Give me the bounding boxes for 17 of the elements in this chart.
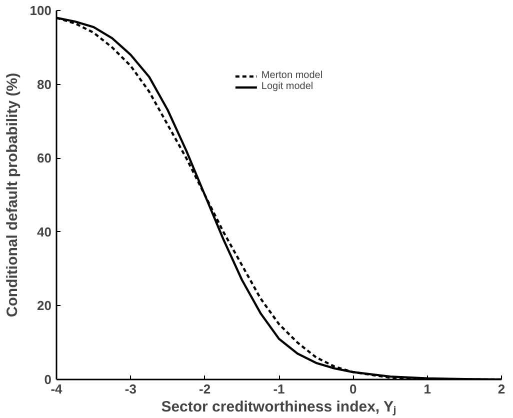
x-tick-label: -3	[124, 382, 136, 396]
y-tick-label: 100	[30, 3, 52, 18]
x-axis-title: Sector creditworthiness index, Yⱼ	[161, 398, 397, 416]
x-tick-label: 0	[350, 382, 357, 396]
x-tick-label: -2	[199, 382, 211, 396]
x-tick-label: 1	[424, 382, 431, 396]
legend-label: Merton model	[261, 70, 323, 81]
y-axis-title: Conditional default probability (%)	[4, 72, 21, 318]
y-tick-label: 80	[37, 76, 52, 92]
x-tick-label: -4	[50, 382, 64, 396]
y-tick-label: 0	[44, 372, 52, 387]
y-tick-label: 40	[37, 224, 52, 240]
y-tick-label: 20	[37, 298, 52, 314]
x-tick-label: -1	[273, 382, 285, 396]
x-tick-label: 2	[498, 382, 506, 396]
y-tick-label: 60	[37, 150, 52, 166]
legend-label: Logit model	[261, 81, 314, 92]
